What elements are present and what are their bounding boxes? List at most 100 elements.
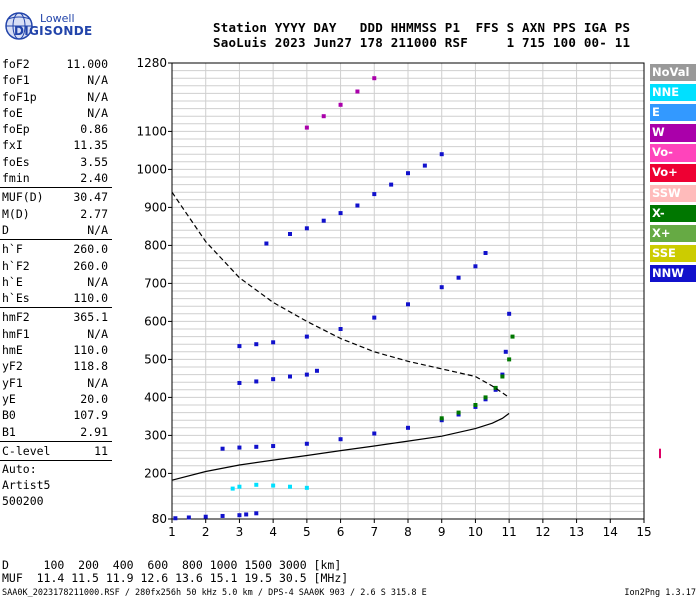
data-point [254,511,259,516]
param-value: 260.0 [73,258,108,273]
data-point [230,486,235,491]
param-key: C-level [2,443,51,458]
legend-item-e: E [650,104,696,122]
param-value: N/A [87,375,108,390]
param-row: D N/A [0,222,112,238]
param-divider [0,440,112,442]
data-point [321,218,326,223]
data-point [254,444,259,449]
param-key: foF2 [2,57,30,71]
param-key: B1 [2,424,16,439]
data-point [372,76,377,81]
param-row: foEp 0.86 [0,121,112,137]
y-tick-label: 200 [144,466,167,480]
param-row: yF2 118.8 [0,358,112,374]
data-point [304,372,309,377]
param-key: h`Es [2,291,30,306]
legend-item-nne: NNE [650,84,696,102]
param-key: D [2,222,9,237]
data-point [389,182,394,187]
data-point [338,211,343,216]
data-point [406,425,410,430]
y-tick-label: 500 [144,352,167,366]
footer-file-info: SAA0K_2023178211000.RSF / 280fx256h 50 k… [2,588,427,598]
param-value: 2.91 [80,424,108,439]
data-point [304,125,309,130]
param-key: h`F2 [2,258,30,273]
param-value: 11 [94,443,108,458]
y-tick-label: 300 [144,428,167,442]
param-value: 118.8 [73,359,108,374]
data-point [254,342,259,347]
data-point [503,349,508,354]
param-key: yF1 [2,375,23,390]
data-point [483,251,488,255]
x-tick-label: 2 [202,525,210,539]
param-divider [0,307,112,309]
data-point [186,515,191,520]
data-point [288,484,292,489]
param-row: yE 20.0 [0,391,112,407]
param-key: foF1 [2,73,30,88]
legend-item-x-: X- [650,204,696,222]
lowell-logo [4,8,76,42]
param-value: 2.40 [80,171,108,186]
param-row: hmE 110.0 [0,342,112,358]
x-tick-label: 6 [337,525,345,539]
data-point [173,516,178,521]
param-value: N/A [87,105,108,120]
legend-item-vo-: Vo- [650,144,696,162]
x-tick-label: 9 [438,525,446,539]
param-divider [0,187,112,189]
data-point [244,512,249,517]
param-value: 260.0 [73,242,108,257]
param-row: h`Es 110.0 [0,290,112,306]
parameter-panel: foF2 11.000 foF1 N/A foF1p N/A foE N/A foEp 0.86 f… [0,56,112,510]
param-key: foEp [2,122,30,137]
param-value: 107.9 [73,408,108,423]
param-key: yF2 [2,359,23,374]
param-value: 365.1 [73,310,108,325]
data-point [439,152,444,157]
param-divider [0,239,112,241]
param-key: foEs [2,154,30,169]
data-point [271,444,276,449]
legend: NoVal NNE E W Vo- Vo+ SSW X- X+ SSE NNW [650,64,696,285]
data-point [237,380,242,385]
x-tick-label: 13 [569,525,584,539]
param-value: 0.86 [80,122,108,137]
data-point [304,485,309,490]
data-point [288,232,292,236]
data-point [203,514,208,519]
x-tick-label: 12 [535,525,550,539]
param-row: foE N/A [0,105,112,121]
data-point [406,171,410,176]
param-divider [0,460,112,462]
param-key: MUF(D) [2,190,44,205]
data-point [254,482,259,487]
footer-version: Ion2Png 1.3.17 [624,588,696,598]
y-tick-label: 800 [144,238,167,252]
data-point [271,483,276,488]
data-point [372,431,377,436]
muf-value-row: MUF 11.4 11.5 11.9 12.6 13.6 15.1 19.5 3… [2,571,349,585]
param-row: foF1p N/A [0,89,112,105]
x-tick-label: 8 [404,525,412,539]
data-point [483,395,488,400]
param-value: N/A [87,274,108,289]
data-point [493,385,498,390]
param-value: 3.55 [80,154,108,169]
param-key: h`F [2,242,23,257]
data-point [220,446,225,451]
x-tick-label: 7 [370,525,378,539]
y-tick-label: 400 [144,390,167,404]
param-row: yF1 N/A [0,375,112,391]
x-tick-label: 14 [603,525,618,539]
param-row: MUF(D) 30.47 [0,189,112,205]
y-tick-label: 1000 [136,162,167,176]
param-value: 20.0 [80,391,108,406]
data-point [254,379,259,384]
param-row: B1 2.91 [0,424,112,440]
y-tick-label: 1100 [136,124,167,138]
param-value: 11.000 [66,57,108,71]
